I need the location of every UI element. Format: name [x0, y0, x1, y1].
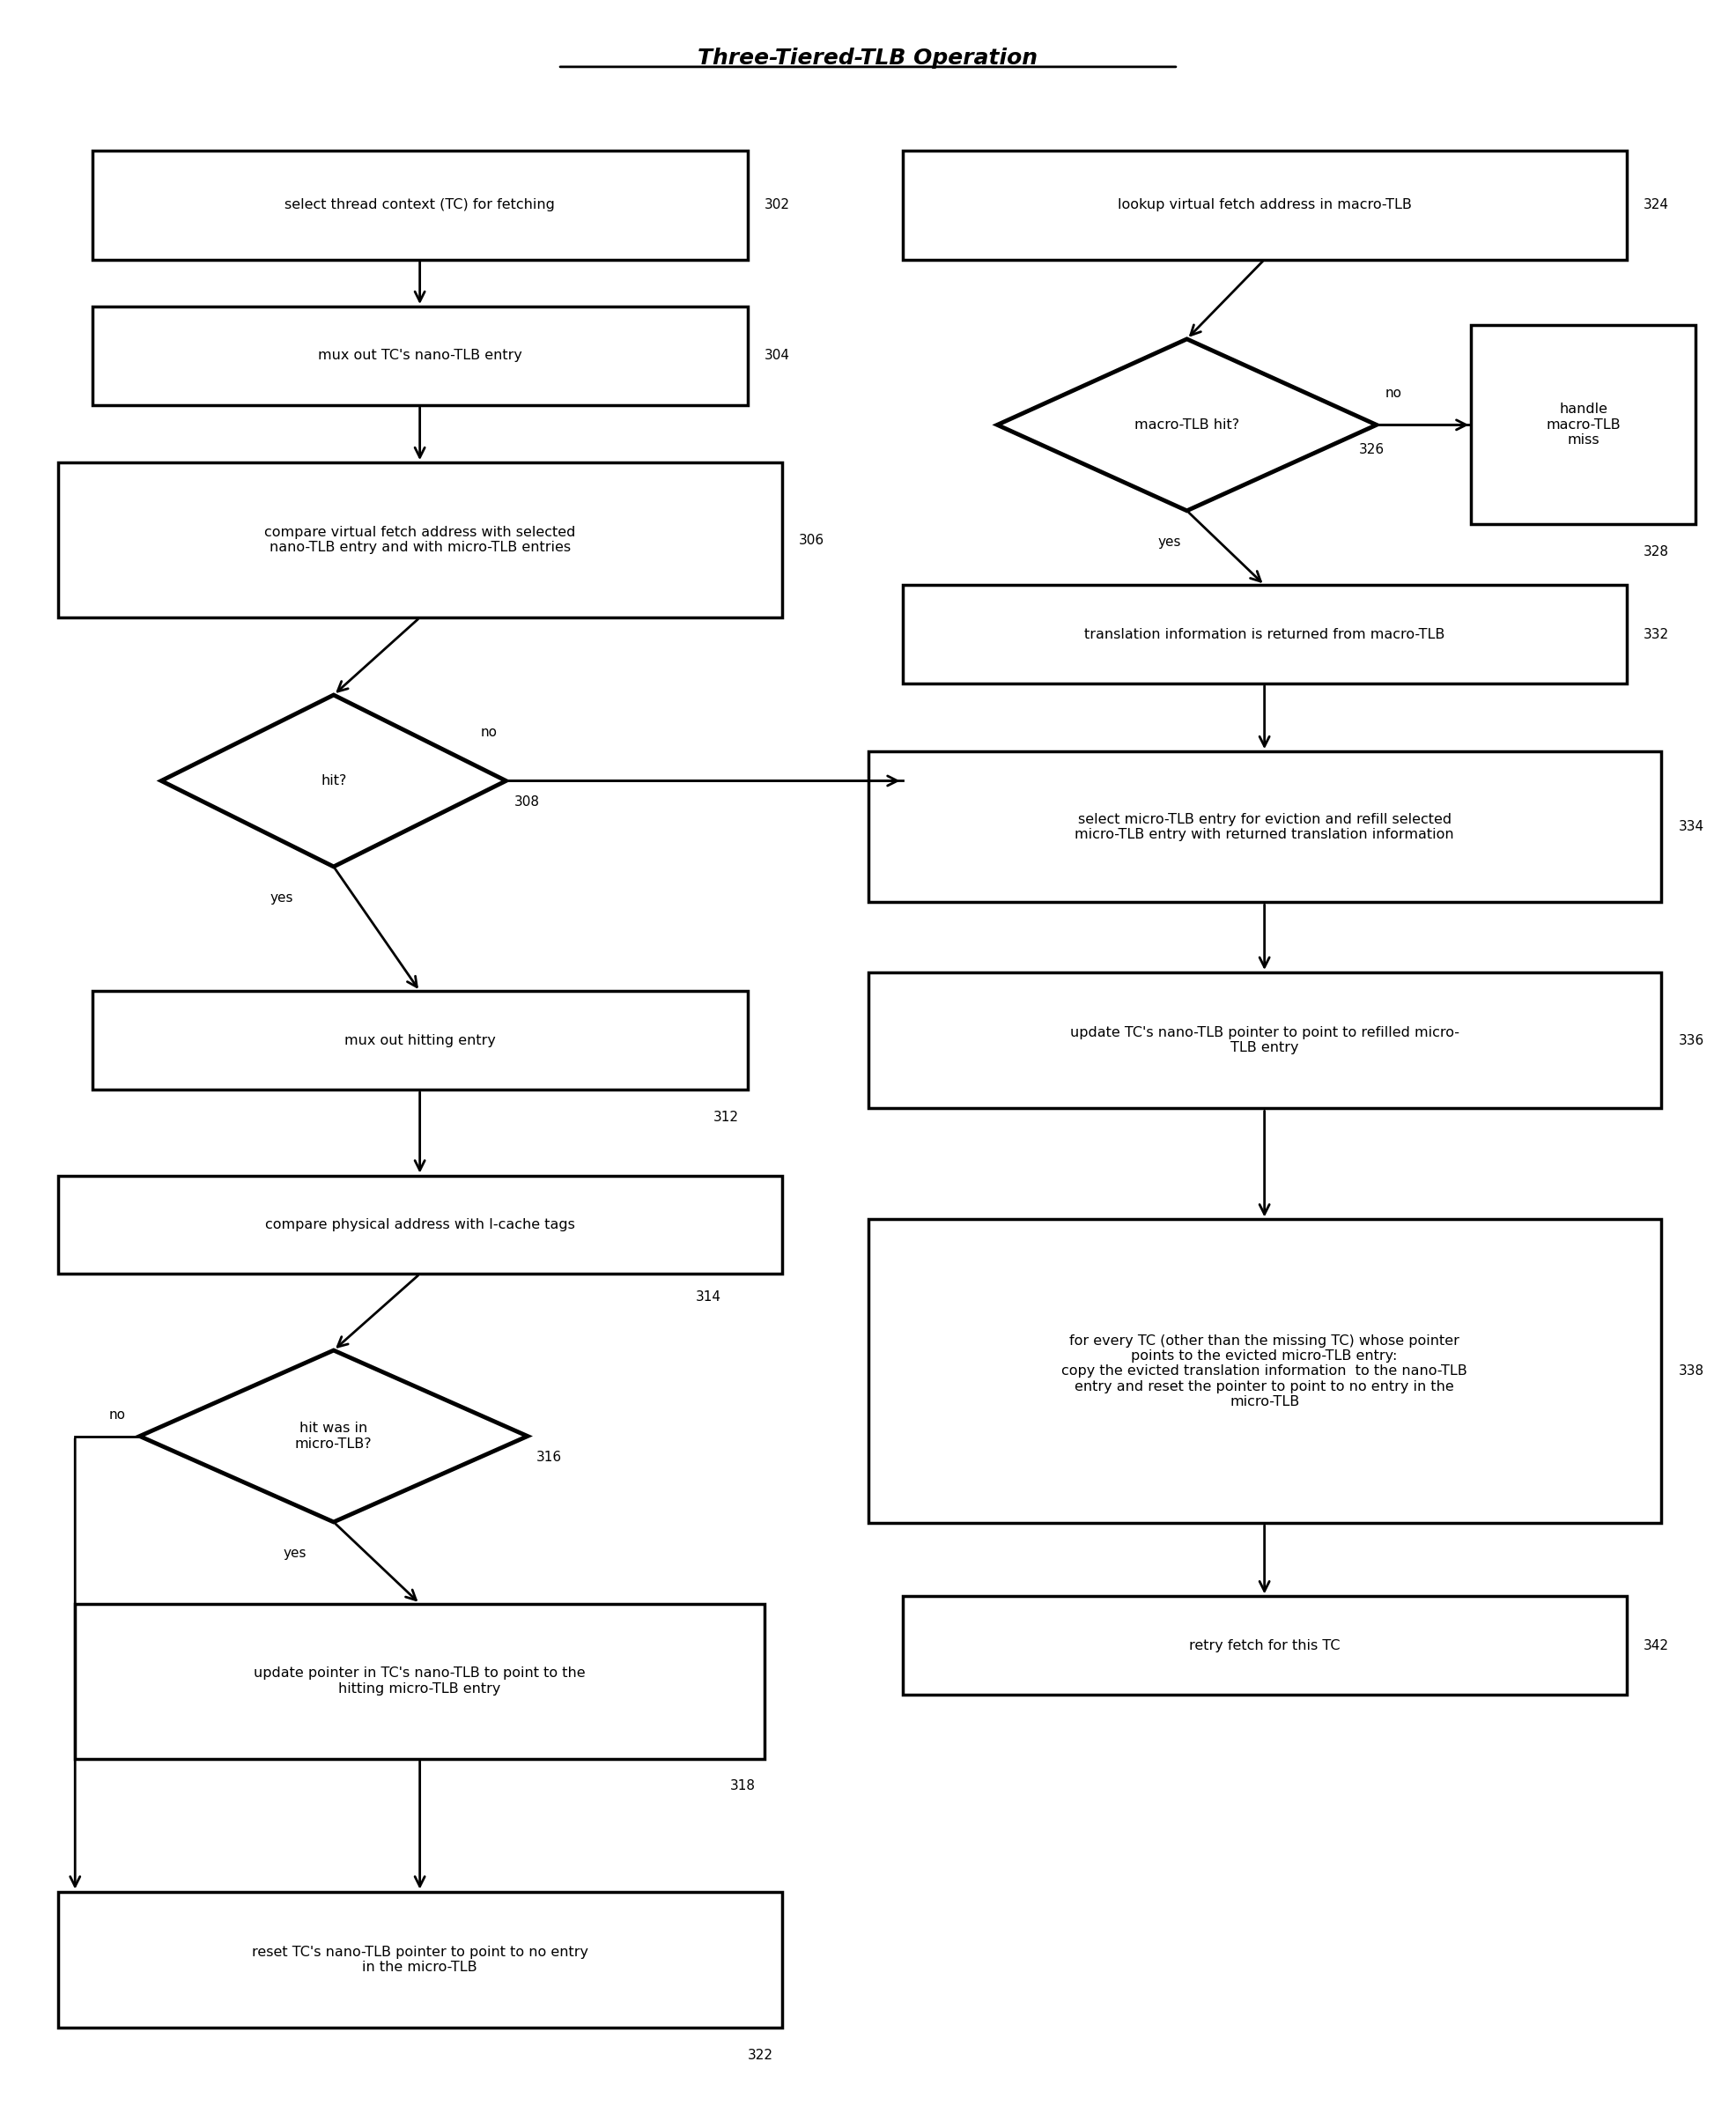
- Text: 332: 332: [1644, 628, 1670, 640]
- Text: 322: 322: [746, 2049, 773, 2062]
- Text: reset TC's nano-TLB pointer to point to no entry
in the micro-TLB: reset TC's nano-TLB pointer to point to …: [252, 1946, 589, 1973]
- FancyBboxPatch shape: [868, 973, 1661, 1108]
- FancyBboxPatch shape: [92, 152, 746, 259]
- Text: yes: yes: [283, 1548, 307, 1561]
- FancyBboxPatch shape: [92, 307, 746, 404]
- Text: 334: 334: [1679, 819, 1703, 834]
- Text: 336: 336: [1679, 1034, 1705, 1047]
- Text: retry fetch for this TC: retry fetch for this TC: [1189, 1638, 1340, 1651]
- Text: translation information is returned from macro-TLB: translation information is returned from…: [1085, 628, 1444, 640]
- Text: compare virtual fetch address with selected
nano-TLB entry and with micro-TLB en: compare virtual fetch address with selec…: [264, 526, 575, 554]
- Text: 308: 308: [514, 796, 540, 809]
- FancyBboxPatch shape: [1472, 326, 1696, 524]
- Text: 326: 326: [1359, 444, 1385, 457]
- Text: Three-Tiered-TLB Operation: Three-Tiered-TLB Operation: [698, 48, 1038, 69]
- Text: lookup virtual fetch address in macro-TLB: lookup virtual fetch address in macro-TL…: [1118, 198, 1411, 211]
- Text: no: no: [1385, 388, 1403, 400]
- Text: select thread context (TC) for fetching: select thread context (TC) for fetching: [285, 198, 556, 211]
- Text: macro-TLB hit?: macro-TLB hit?: [1134, 419, 1240, 432]
- Text: 302: 302: [764, 198, 790, 211]
- Polygon shape: [161, 695, 505, 868]
- FancyBboxPatch shape: [903, 1596, 1627, 1695]
- Text: 328: 328: [1644, 545, 1670, 558]
- Text: 312: 312: [713, 1110, 738, 1125]
- Polygon shape: [139, 1350, 528, 1523]
- Text: 304: 304: [764, 350, 790, 362]
- Text: yes: yes: [271, 891, 293, 906]
- Text: 324: 324: [1644, 198, 1670, 211]
- Text: mux out hitting entry: mux out hitting entry: [344, 1034, 495, 1047]
- FancyBboxPatch shape: [57, 1891, 781, 2028]
- FancyBboxPatch shape: [75, 1603, 764, 1759]
- FancyBboxPatch shape: [57, 463, 781, 617]
- Text: 338: 338: [1679, 1365, 1703, 1377]
- Text: update pointer in TC's nano-TLB to point to the
hitting micro-TLB entry: update pointer in TC's nano-TLB to point…: [253, 1666, 585, 1695]
- Text: update TC's nano-TLB pointer to point to refilled micro-
TLB entry: update TC's nano-TLB pointer to point to…: [1069, 1026, 1460, 1055]
- Text: 306: 306: [799, 533, 825, 548]
- Text: no: no: [481, 727, 496, 739]
- Text: no: no: [109, 1409, 127, 1422]
- FancyBboxPatch shape: [903, 152, 1627, 259]
- Text: 318: 318: [731, 1780, 755, 1792]
- Text: 314: 314: [696, 1291, 720, 1304]
- Text: handle
macro-TLB
miss: handle macro-TLB miss: [1547, 402, 1621, 446]
- Text: 342: 342: [1644, 1638, 1670, 1651]
- Text: for every TC (other than the missing TC) whose pointer
points to the evicted mic: for every TC (other than the missing TC)…: [1061, 1333, 1467, 1409]
- FancyBboxPatch shape: [903, 585, 1627, 684]
- Text: mux out TC's nano-TLB entry: mux out TC's nano-TLB entry: [318, 350, 523, 362]
- FancyBboxPatch shape: [868, 1219, 1661, 1523]
- Text: hit?: hit?: [321, 775, 347, 788]
- FancyBboxPatch shape: [868, 752, 1661, 901]
- Text: yes: yes: [1158, 535, 1180, 550]
- Text: select micro-TLB entry for eviction and refill selected
micro-TLB entry with ret: select micro-TLB entry for eviction and …: [1075, 813, 1455, 840]
- Text: 316: 316: [536, 1451, 562, 1464]
- Text: compare physical address with I-cache tags: compare physical address with I-cache ta…: [266, 1217, 575, 1232]
- Text: hit was in
micro-TLB?: hit was in micro-TLB?: [295, 1422, 372, 1451]
- FancyBboxPatch shape: [57, 1175, 781, 1274]
- Polygon shape: [996, 339, 1377, 512]
- FancyBboxPatch shape: [92, 992, 746, 1089]
